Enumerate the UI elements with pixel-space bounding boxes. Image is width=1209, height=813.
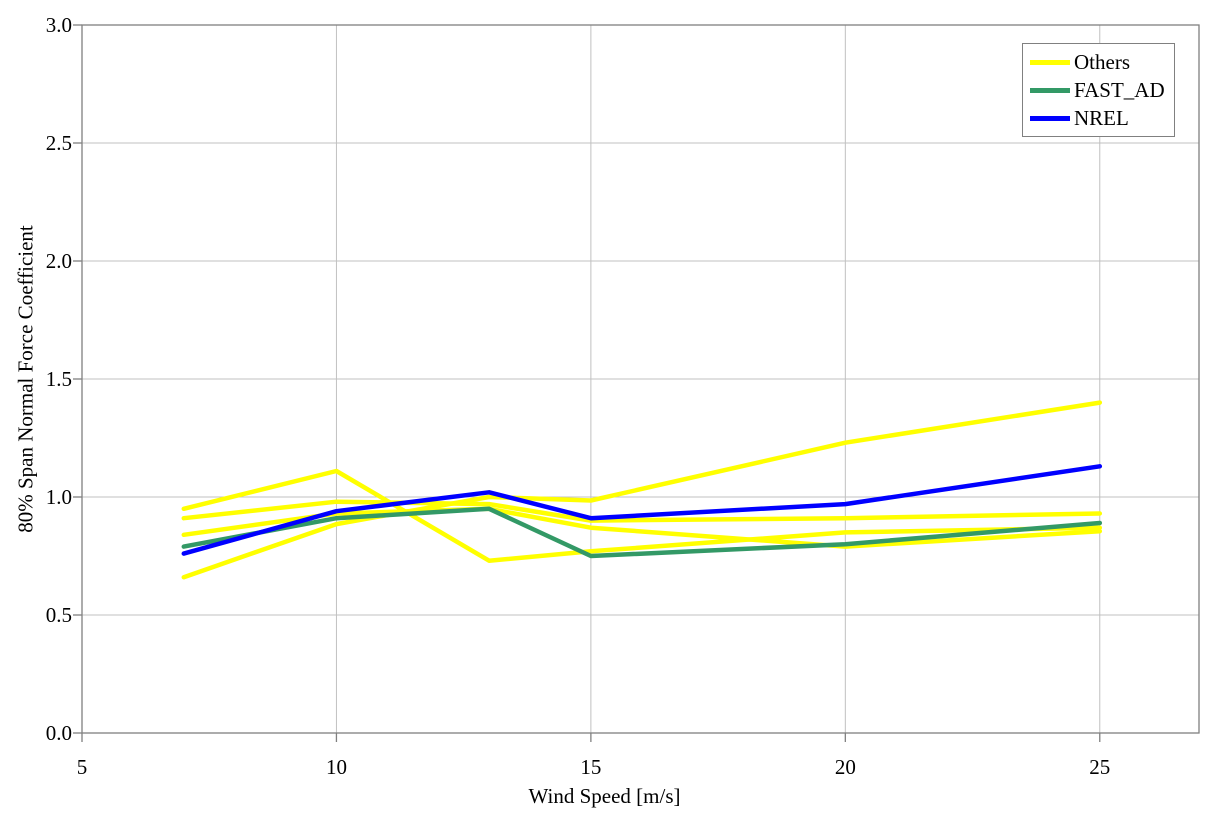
legend-label-fast-ad: FAST_AD: [1074, 77, 1165, 102]
x-tick-label: 20: [834, 755, 856, 779]
legend-item-others: Others: [1030, 49, 1174, 74]
y-tick-label: 3.0: [45, 13, 72, 37]
y-axis-title: 80% Span Normal Force Coefficient: [13, 225, 38, 533]
legend: Others FAST_AD NREL: [1022, 43, 1175, 137]
legend-line-swatch-nrel: [1030, 115, 1070, 121]
legend-item-fast-ad: FAST_AD: [1030, 77, 1174, 102]
legend-label-nrel: NREL: [1074, 105, 1129, 130]
x-tick-label: 15: [580, 755, 602, 779]
legend-line-swatch-fast-ad: [1030, 87, 1070, 93]
series-line-others-3: [181, 400, 1103, 580]
y-tick-label: 0.5: [45, 603, 72, 627]
series-line-fast-ad-4: [181, 506, 1103, 559]
y-tick-label: 2.0: [45, 249, 72, 273]
series-line-others-1: [181, 499, 1103, 523]
legend-item-nrel: NREL: [1030, 105, 1174, 130]
y-tick-label: 1.5: [45, 367, 72, 391]
y-tick-label: 0.0: [45, 721, 72, 745]
legend-label-others: Others: [1074, 49, 1130, 74]
x-axis-title: Wind Speed [m/s]: [528, 784, 681, 808]
x-tick-label: 5: [76, 755, 88, 779]
series-line-nrel-5: [181, 464, 1103, 556]
y-tick-label: 2.5: [45, 131, 72, 155]
x-tick-label: 10: [325, 755, 347, 779]
x-tick-label: 25: [1089, 755, 1111, 779]
series-line-others-0: [181, 468, 1103, 563]
y-tick-label: 1.0: [45, 485, 72, 509]
legend-line-swatch-others: [1030, 59, 1070, 65]
